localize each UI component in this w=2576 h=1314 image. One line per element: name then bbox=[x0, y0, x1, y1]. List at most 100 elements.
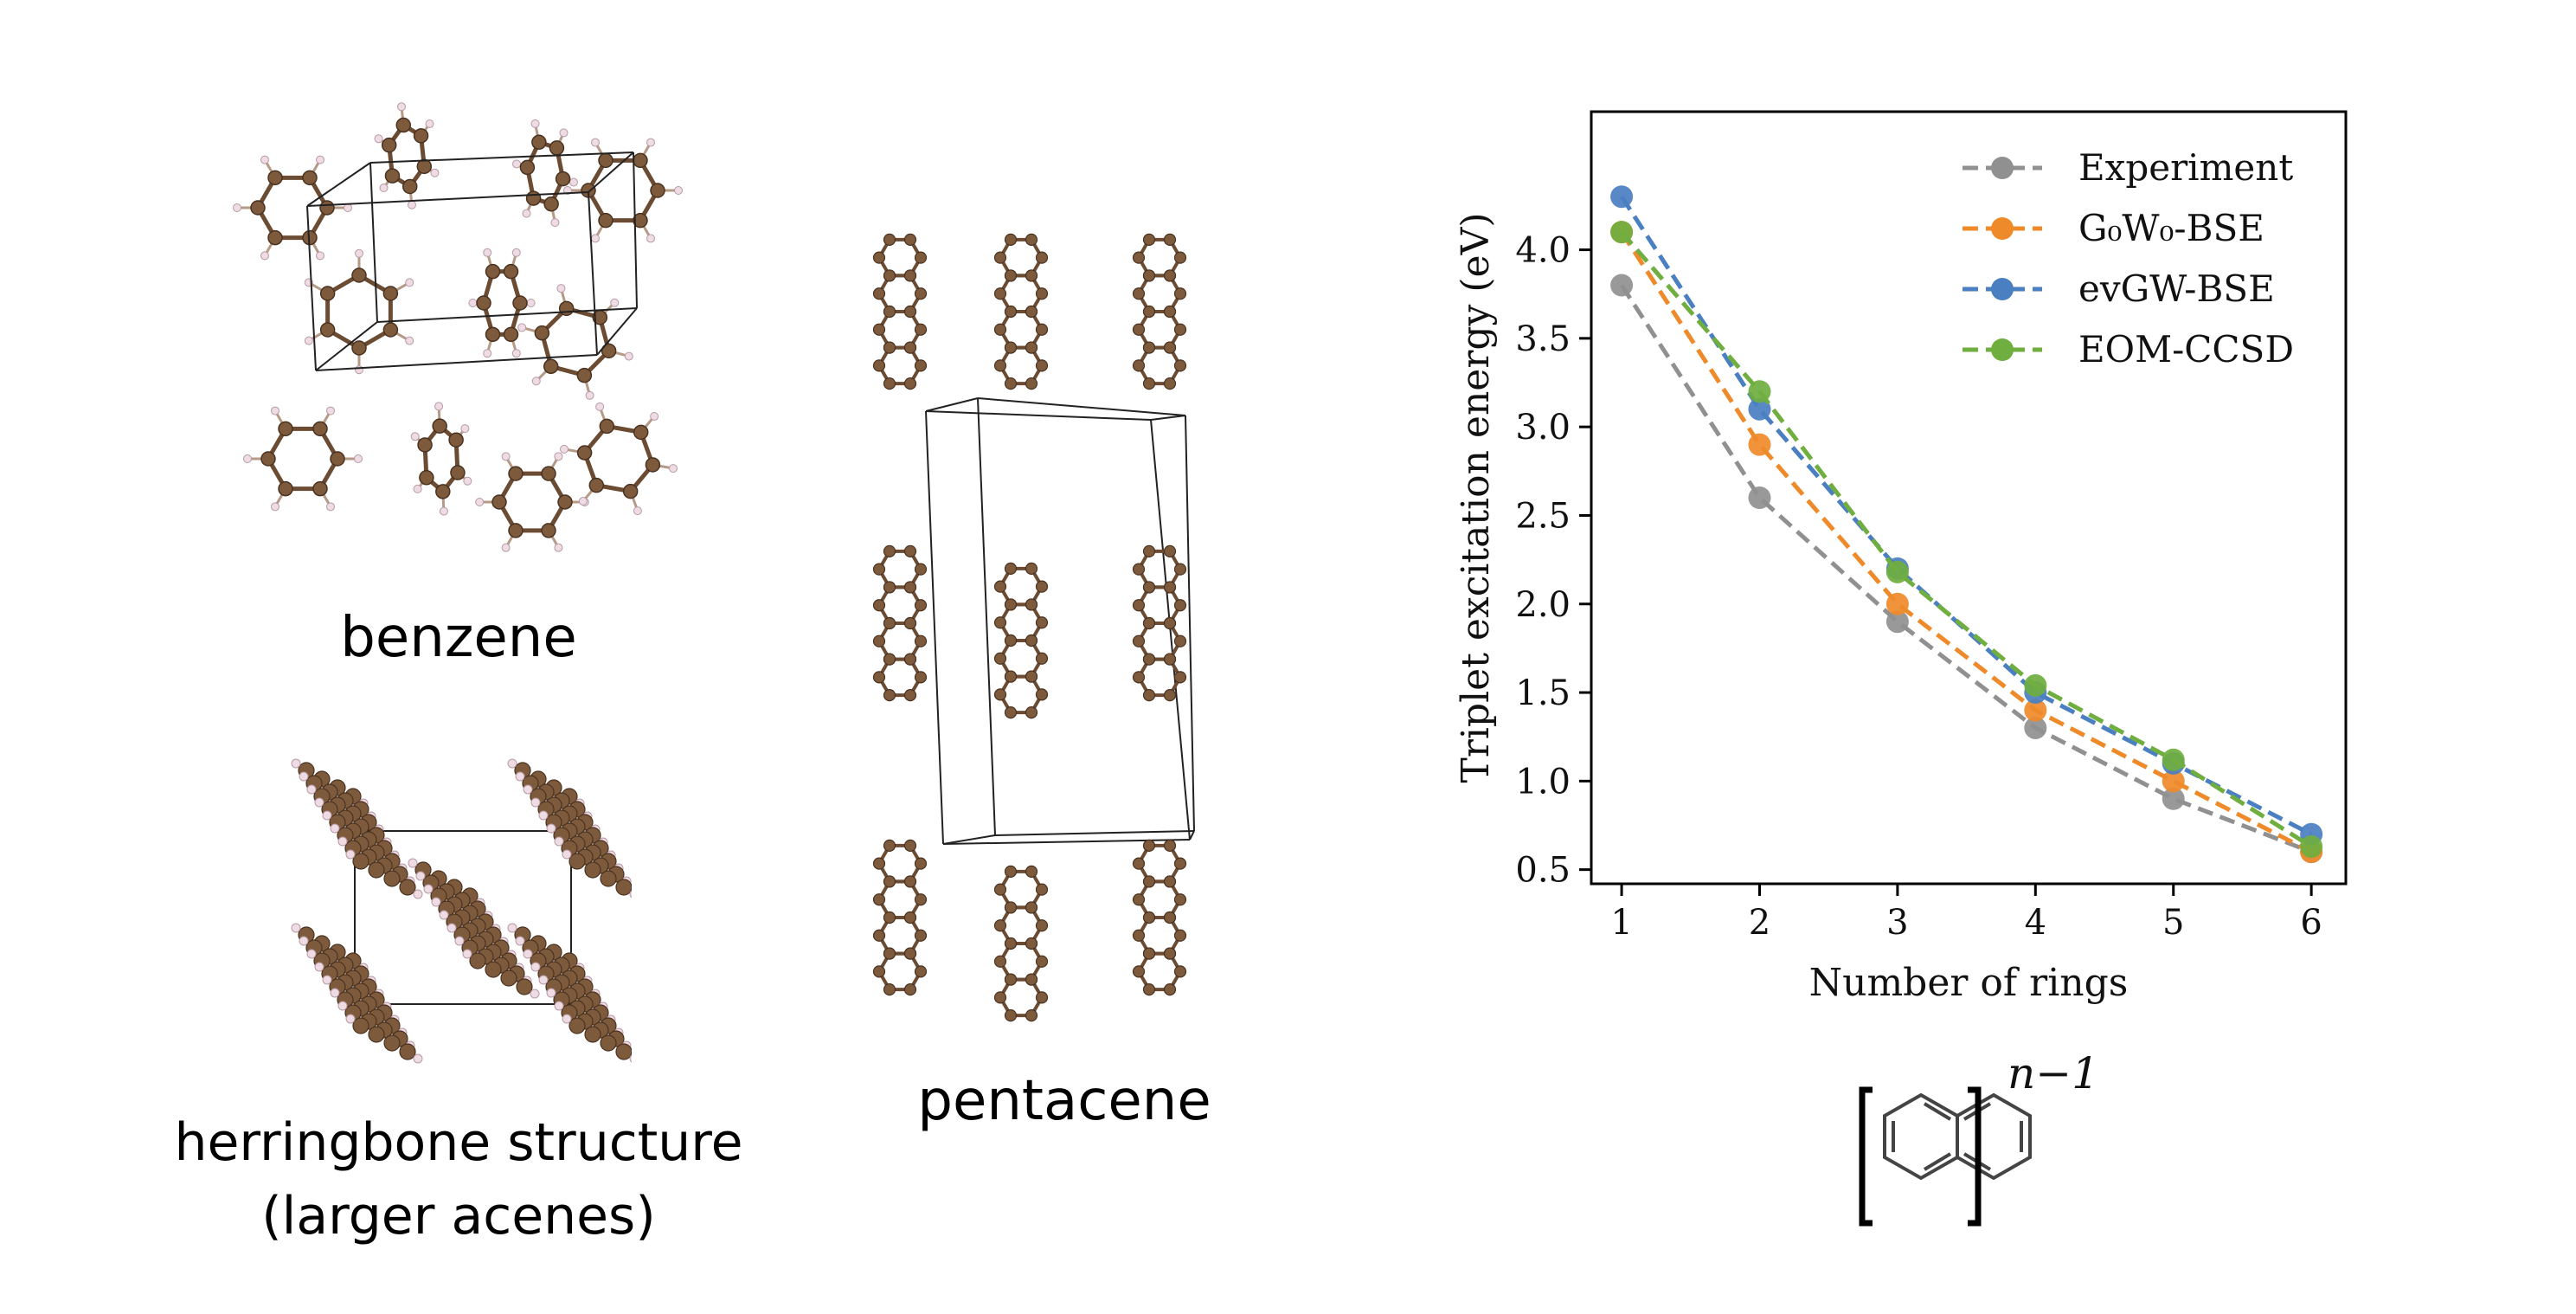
hydrogen-atom bbox=[569, 177, 578, 187]
y-tick-label: 2.5 bbox=[1515, 496, 1571, 536]
carbon-atom bbox=[1173, 893, 1187, 906]
carbon-atom bbox=[914, 563, 928, 576]
cell-edge bbox=[942, 834, 996, 845]
cell-edge bbox=[588, 151, 634, 193]
hydrogen-atom bbox=[554, 836, 564, 847]
chart-plot: 1 2 3 4 5 6 0.5 1.0 1.5 2.0 2.5 3.0 3.5 4.0 Experimen… bbox=[1454, 110, 2348, 1005]
carbon-atom bbox=[351, 340, 367, 356]
data-point bbox=[1748, 397, 1771, 421]
benzene-structure-figure bbox=[216, 95, 701, 580]
carbon-atom bbox=[872, 563, 886, 576]
carbon-atom bbox=[531, 134, 547, 151]
carbon-atom bbox=[1173, 634, 1187, 647]
data-point bbox=[2024, 699, 2047, 722]
carbon-atom bbox=[569, 1017, 586, 1034]
carbon-atom bbox=[993, 955, 1007, 968]
cell-edge bbox=[315, 354, 598, 371]
carbon-atom bbox=[395, 117, 411, 133]
unit-cell bbox=[306, 151, 638, 371]
carbon-atom bbox=[485, 961, 502, 978]
series-g-w-bse bbox=[1610, 221, 2323, 864]
carbon-atom bbox=[872, 965, 886, 978]
hydrogen-atom bbox=[374, 134, 383, 144]
legend-marker bbox=[1991, 278, 2014, 300]
carbon-atom bbox=[1004, 233, 1018, 246]
carbon-atom bbox=[491, 494, 507, 510]
carbon-atom bbox=[278, 480, 293, 497]
carbon-atom bbox=[1142, 305, 1156, 319]
hydrogen-atom bbox=[522, 209, 531, 218]
carbon-atom bbox=[1163, 839, 1177, 852]
carbon-atom bbox=[645, 457, 661, 473]
pentacene-crystal-image bbox=[872, 233, 1195, 1022]
carbon-atom bbox=[1035, 580, 1049, 593]
carbon-atom bbox=[476, 295, 491, 311]
cell-edge bbox=[925, 410, 944, 845]
carbon-atom bbox=[600, 1034, 617, 1052]
carbon-atom bbox=[1004, 634, 1018, 647]
hydrogen-atom bbox=[354, 454, 363, 463]
carbon-atom bbox=[1142, 581, 1156, 594]
carbon-atom bbox=[872, 893, 886, 906]
hydrogen-atom bbox=[624, 351, 633, 361]
carbon-atom bbox=[872, 671, 886, 684]
carbon-atom bbox=[1004, 670, 1018, 683]
x-tick-label: 6 bbox=[2300, 903, 2322, 943]
unit-cell bbox=[354, 830, 572, 1005]
carbon-atom bbox=[1173, 965, 1187, 978]
carbon-atom bbox=[883, 947, 896, 960]
series-line bbox=[1620, 230, 2313, 849]
carbon-atom bbox=[1025, 973, 1038, 986]
carbon-atom bbox=[914, 671, 928, 684]
carbon-atom bbox=[469, 952, 486, 969]
carbon-atom bbox=[1132, 251, 1146, 264]
hydrogen-atom bbox=[316, 155, 324, 164]
legend-item: evGW-BSE bbox=[1963, 267, 2275, 310]
cell-edge bbox=[369, 162, 378, 323]
carbon-atom bbox=[543, 358, 559, 375]
hydrogen-atom bbox=[463, 476, 472, 486]
carbon-atom bbox=[883, 875, 896, 888]
carbon-atom bbox=[993, 580, 1007, 593]
carbon-atom bbox=[351, 267, 367, 283]
carbon-atom bbox=[914, 287, 928, 300]
carbon-atom bbox=[622, 483, 639, 499]
hydrogen-atom bbox=[556, 284, 566, 293]
hydrogen-atom bbox=[538, 975, 549, 985]
carbon-atom bbox=[541, 523, 556, 538]
carbon-atom bbox=[450, 465, 466, 480]
hydrogen-atom bbox=[322, 810, 332, 821]
carbon-atom bbox=[1025, 562, 1038, 575]
hydrogen-atom bbox=[507, 923, 517, 933]
hydrogen-atom bbox=[306, 949, 317, 959]
y-tick-label: 2.0 bbox=[1515, 585, 1571, 625]
carbon-atom bbox=[1025, 269, 1038, 282]
carbon-atom bbox=[485, 326, 501, 343]
hydrogen-atom bbox=[591, 234, 600, 243]
carbon-atom bbox=[1004, 377, 1018, 390]
carbon-atom bbox=[576, 367, 593, 383]
data-point bbox=[1885, 560, 1909, 583]
hydrogen-atom bbox=[355, 248, 363, 258]
carbon-atom bbox=[883, 911, 896, 924]
carbon-atom bbox=[1173, 287, 1187, 300]
triplet-energy-chart: 1 2 3 4 5 6 0.5 1.0 1.5 2.0 2.5 3.0 3.5 4.0 Experimen… bbox=[1419, 87, 2371, 1039]
carbon-atom bbox=[1025, 233, 1038, 246]
hydrogen-atom bbox=[425, 119, 434, 128]
carbon-atom bbox=[1142, 616, 1156, 630]
carbon-atom bbox=[993, 919, 1007, 932]
carbon-atom bbox=[584, 861, 601, 879]
carbon-atom bbox=[384, 168, 401, 184]
data-point bbox=[1610, 274, 1634, 297]
carbon-atom bbox=[993, 616, 1007, 629]
hydrogen-atom bbox=[550, 218, 560, 228]
legend-label: evGW-BSE bbox=[2078, 267, 2275, 310]
hydrogen-atom bbox=[554, 543, 563, 552]
y-tick-label: 3.0 bbox=[1515, 408, 1571, 448]
carbon-atom bbox=[1004, 706, 1018, 719]
carbon-atom bbox=[883, 305, 896, 319]
carbon-atom bbox=[1173, 857, 1187, 870]
carbon-atom bbox=[1163, 305, 1177, 319]
carbon-atom bbox=[382, 286, 399, 301]
carbon-atom bbox=[382, 322, 399, 338]
